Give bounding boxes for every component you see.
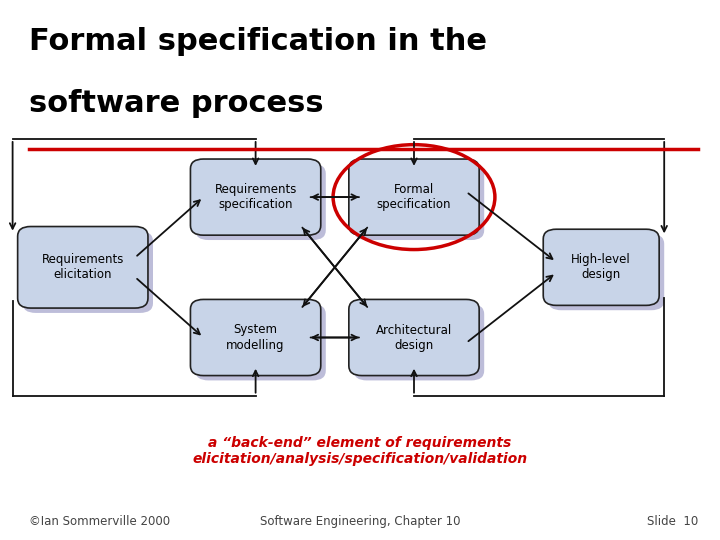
Text: Architectural
design: Architectural design bbox=[376, 323, 452, 352]
Text: software process: software process bbox=[29, 89, 323, 118]
FancyBboxPatch shape bbox=[544, 229, 660, 306]
FancyBboxPatch shape bbox=[348, 159, 480, 235]
FancyBboxPatch shape bbox=[348, 299, 480, 376]
Text: Formal specification in the: Formal specification in the bbox=[29, 27, 487, 56]
FancyBboxPatch shape bbox=[23, 231, 153, 313]
FancyBboxPatch shape bbox=[195, 164, 325, 240]
Text: Slide  10: Slide 10 bbox=[647, 515, 698, 528]
Text: ©Ian Sommerville 2000: ©Ian Sommerville 2000 bbox=[29, 515, 170, 528]
Text: a “back-end” element of requirements
elicitation/analysis/specification/validati: a “back-end” element of requirements eli… bbox=[192, 436, 528, 466]
FancyBboxPatch shape bbox=[195, 304, 325, 380]
FancyBboxPatch shape bbox=[190, 159, 321, 235]
FancyBboxPatch shape bbox=[354, 164, 484, 240]
FancyBboxPatch shape bbox=[354, 304, 484, 380]
Text: Requirements
elicitation: Requirements elicitation bbox=[42, 253, 124, 281]
Text: Software Engineering, Chapter 10: Software Engineering, Chapter 10 bbox=[260, 515, 460, 528]
Text: Requirements
specification: Requirements specification bbox=[215, 183, 297, 211]
Text: High-level
design: High-level design bbox=[572, 253, 631, 281]
FancyBboxPatch shape bbox=[549, 234, 665, 310]
Text: Formal
specification: Formal specification bbox=[377, 183, 451, 211]
FancyBboxPatch shape bbox=[190, 299, 321, 376]
Text: System
modelling: System modelling bbox=[226, 323, 285, 352]
FancyBboxPatch shape bbox=[18, 226, 148, 308]
